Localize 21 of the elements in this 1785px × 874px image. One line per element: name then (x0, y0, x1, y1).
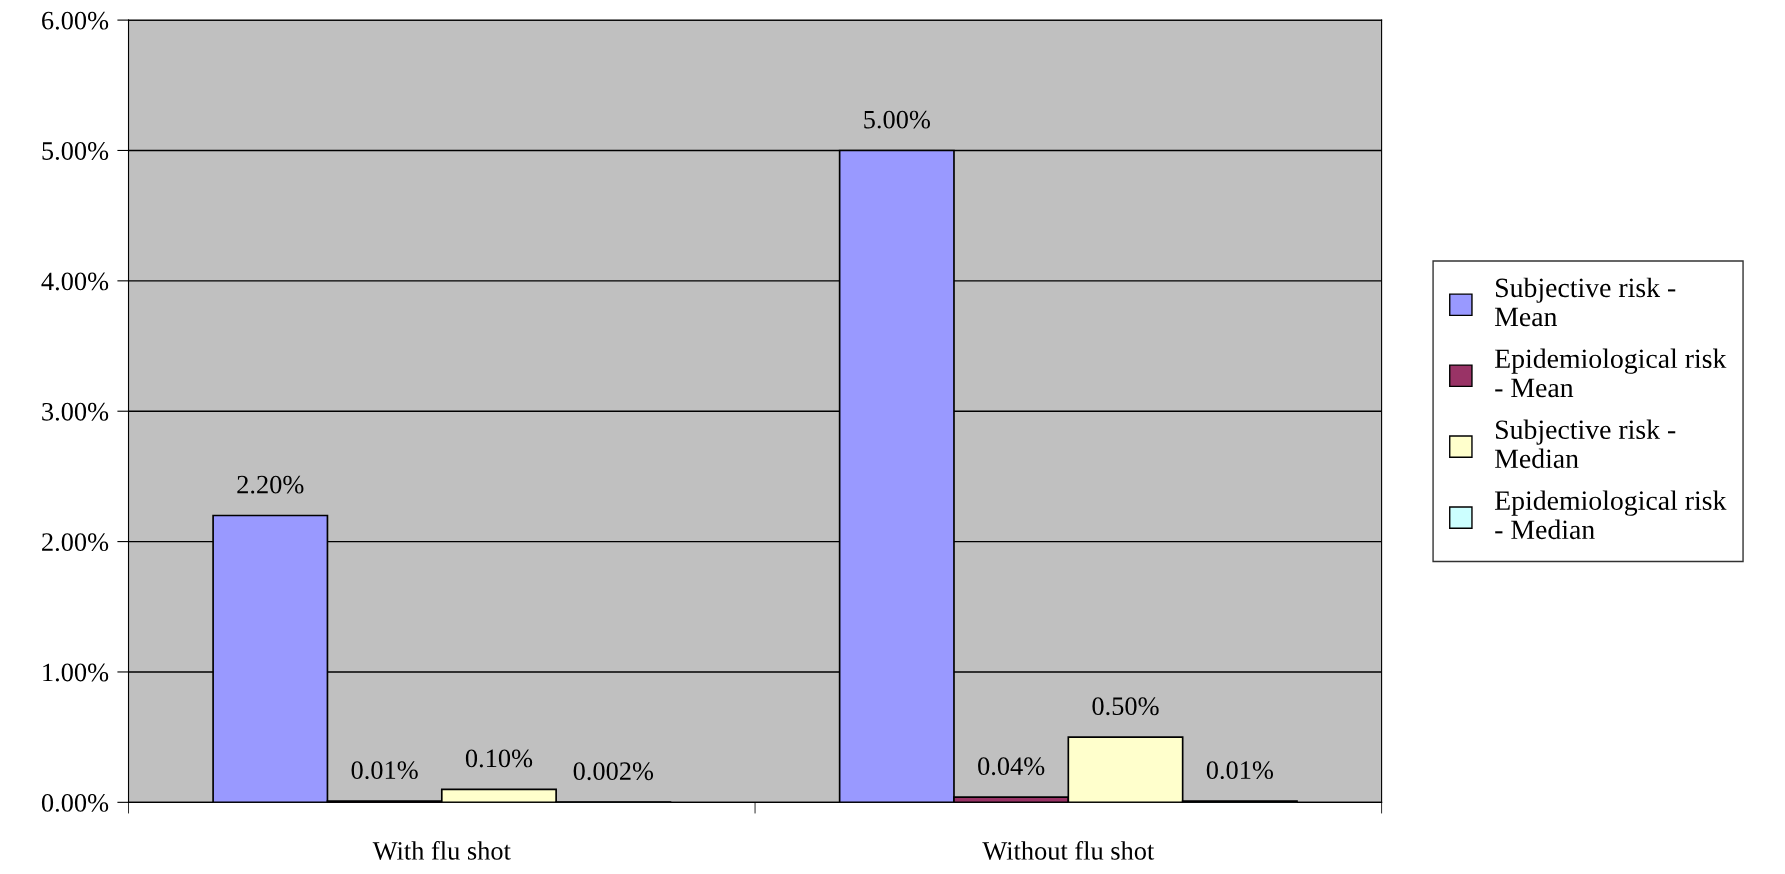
y-tick-label: 0.00% (41, 793, 109, 812)
data-label: 0.50% (1092, 697, 1159, 716)
y-tick-label: 5.00% (42, 142, 109, 160)
data-label: 0.01% (1206, 761, 1274, 780)
x-tick-label: With flu shot (372, 840, 511, 860)
y-tick-label: 6.00% (42, 11, 109, 30)
data-label: 0.04% (978, 757, 1045, 776)
x-tick-label: Without flu shot (982, 840, 1155, 860)
y-tick-label: 3.00% (42, 402, 109, 421)
data-label: 5.00% (864, 110, 930, 129)
legend-label: Epidemiological risk - Median (1494, 490, 1727, 540)
legend-label: Subjective risk - Median (1494, 419, 1676, 469)
y-tick-label: 2.00% (42, 533, 109, 552)
legend-label: Epidemiological risk - Mean (1494, 348, 1727, 398)
data-label: 0.01% (351, 761, 418, 780)
y-tick-label: 1.00% (43, 663, 109, 682)
data-label: 0.10% (465, 749, 533, 768)
y-tick-label: 4.00% (41, 272, 109, 291)
data-label: 0.002% (573, 762, 654, 781)
legend-label: Subjective risk - Mean (1494, 277, 1676, 327)
data-label: 2.20% (237, 475, 304, 494)
